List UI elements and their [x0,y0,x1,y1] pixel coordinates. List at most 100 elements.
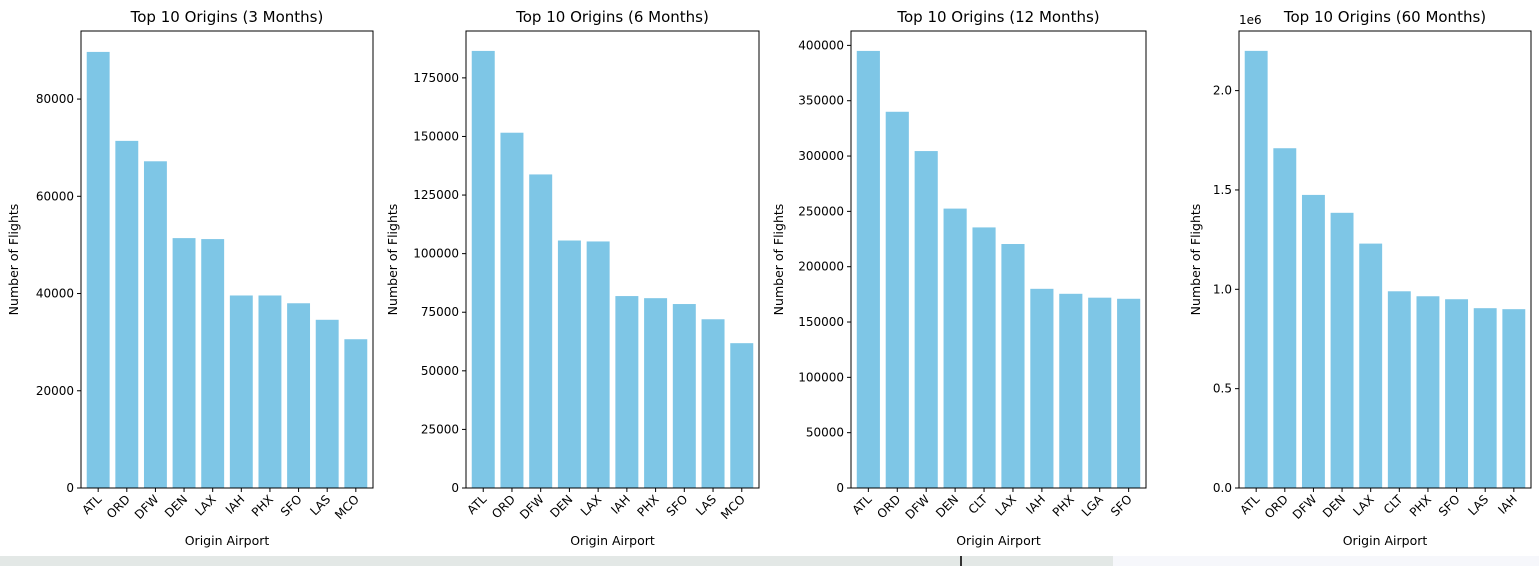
x-tick-label: ORD [489,492,518,521]
x-tick-label: DEN [162,492,190,520]
plot-frame [850,30,1147,489]
bar [672,304,696,488]
x-tick-label: IAH [608,492,633,517]
y-tick-label: 0 [451,481,459,495]
bar [943,208,967,488]
bar [1088,297,1112,488]
y-axis-label: Number of Flights [1188,204,1203,316]
y-tick-label: 60000 [36,189,74,203]
bar [644,298,668,488]
bar [529,174,553,488]
x-tick-label: ORD [1262,492,1291,521]
plot-frame [1238,30,1532,489]
chart-panel: 0 50000 100000 150000 200000 250000 300000 3500… [771,8,1147,548]
bar [1001,244,1025,488]
y-tick-label: 25000 [421,422,459,436]
y-tick-label: 50000 [421,364,459,378]
x-tick-label: DFW [1290,492,1320,522]
x-tick-label: MCO [718,492,748,522]
x-tick-label: MCO [332,492,362,522]
x-tick-label: SFO [664,492,691,519]
y-scale-label: 1e6 [1239,13,1262,27]
chart-title: Top 10 Origins (6 Months) [515,8,709,26]
x-tick-label: SFO [1108,492,1135,519]
x-tick-label: CLT [966,492,991,517]
x-axis-label: Origin Airport [570,533,655,548]
bar [471,50,495,489]
x-tick-label: ATL [850,492,875,517]
x-tick-label: DEN [1320,492,1348,520]
y-tick-label: 200000 [798,260,844,274]
bar [1445,299,1469,488]
y-axis-label: Number of Flights [771,204,786,316]
x-tick-label: ATL [1237,492,1262,517]
x-tick-label: LGA [1079,492,1107,520]
chart-title: Top 10 Origins (12 Months) [896,8,1099,26]
y-tick-label: 125000 [413,188,459,202]
x-tick-label: ATL [464,492,489,517]
bar [615,296,639,488]
x-tick-label: DEN [933,492,961,520]
x-tick-label: LAX [1350,492,1376,518]
bar [1387,291,1411,488]
x-axis-label: Origin Airport [1343,533,1428,548]
y-tick-label: 100000 [413,247,459,261]
bottom-strip-right [1113,556,1539,566]
x-tick-label: DFW [132,492,162,522]
bar [972,227,996,488]
bar [1301,194,1325,489]
bar [1359,243,1383,488]
bar [258,295,282,488]
plot-frame [465,30,760,489]
x-tick-label: ATL [79,492,104,517]
bar [1416,296,1440,488]
y-tick-label: 400000 [798,38,844,52]
x-tick-label: CLT [1381,492,1406,517]
y-axis-label: Number of Flights [385,204,400,316]
x-tick-label: DEN [547,492,575,520]
chart-title: Top 10 Origins (60 Months) [1283,8,1486,26]
y-tick-label: 0.5 [1213,382,1232,396]
bar [730,343,754,488]
y-tick-label: 1.0 [1213,282,1232,296]
bar [172,238,196,488]
chart-title: Top 10 Origins (3 Months) [130,8,324,26]
x-tick-label: IAH [1023,492,1048,517]
y-tick-label: 1.5 [1213,183,1232,197]
bar [229,295,253,488]
y-tick-label: 50000 [806,426,844,440]
chart-panel: 0 25000 50000 75000 100000 125000 150000 175000… [385,8,760,548]
x-tick-label: PHX [634,492,661,519]
bar [1330,212,1354,488]
bar [1473,308,1497,488]
y-tick-label: 0 [66,481,74,495]
y-tick-label: 0.0 [1213,481,1232,495]
y-axis-label: Number of Flights [6,204,21,316]
x-tick-label: ORD [104,492,133,521]
bar [914,151,938,488]
bar [201,239,225,488]
y-tick-label: 250000 [798,204,844,218]
x-tick-label: PHX [1407,492,1434,519]
x-tick-label: IAH [223,492,248,517]
bar [557,240,581,488]
bar [500,132,524,488]
x-tick-label: IAH [1495,492,1520,517]
x-tick-label: PHX [1050,492,1077,519]
bar [1059,293,1083,488]
x-tick-label: LAS [307,492,333,518]
bar [1117,298,1141,488]
y-tick-label: 150000 [798,315,844,329]
bar [315,319,339,488]
y-tick-label: 2.0 [1213,84,1232,98]
bar [1273,148,1297,489]
bar [1502,309,1526,488]
bar [856,50,880,489]
x-tick-label: LAS [1465,492,1491,518]
x-axis-label: Origin Airport [956,533,1041,548]
x-tick-label: LAX [192,492,218,518]
y-tick-label: 40000 [36,287,74,301]
x-tick-label: DFW [903,492,933,522]
x-tick-label: SFO [278,492,305,519]
